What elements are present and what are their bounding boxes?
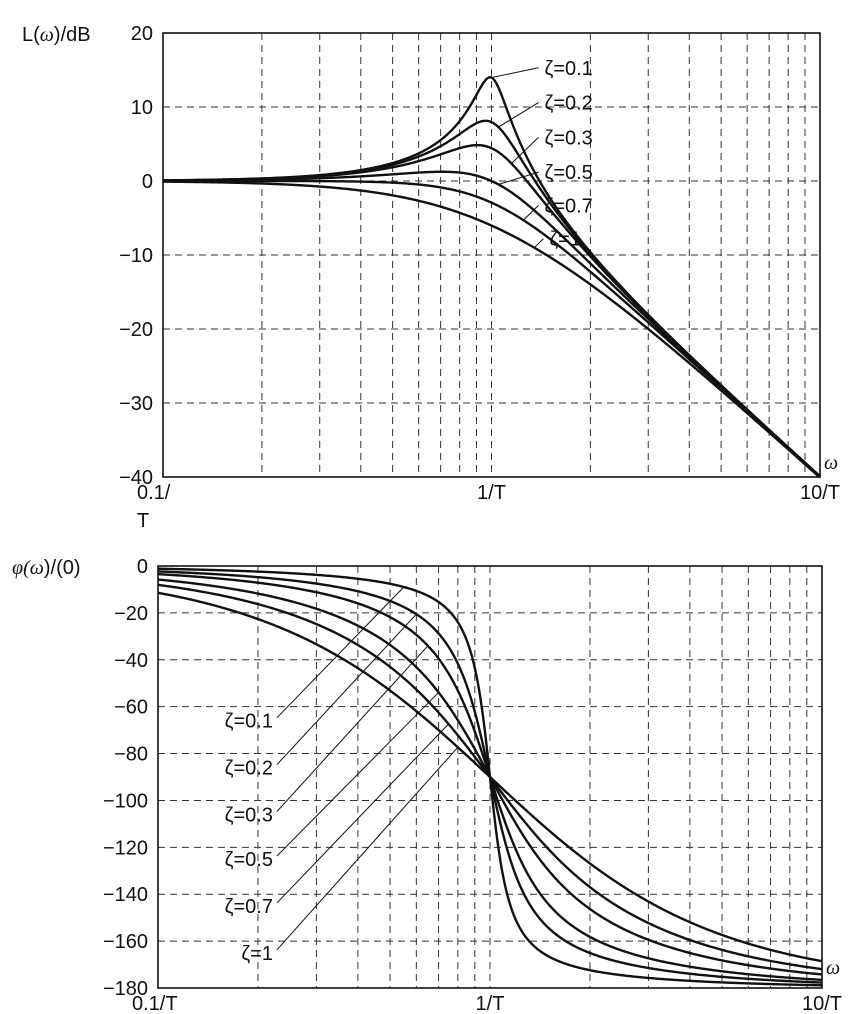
annotation-leader-line (276, 613, 417, 765)
annotation-leader-line (276, 746, 459, 951)
x-tick-labels: 0.1/T 1/T 10/T (137, 482, 840, 532)
y-tick-label: −100 (103, 790, 148, 812)
y-axis-label-part: )/dB (54, 24, 91, 46)
plot-frame (157, 565, 823, 989)
x-tick-labels: 0.1/T 1/T 10/T (132, 993, 842, 1014)
x-axis-label: ω (826, 957, 840, 979)
annotation-leader-line (276, 586, 405, 719)
annotation-label: ζ=0.5 (545, 162, 593, 184)
annotation-label: ζ=1 (549, 229, 581, 251)
annotation-leader-line (522, 205, 539, 221)
series-line-zeta-0-7 (163, 179, 821, 478)
annotation-leader-line (276, 692, 439, 857)
x-tick-label: 10/T (800, 482, 840, 504)
x-tick-label: T (137, 510, 149, 532)
series-annotations: ζ=0.1 ζ=0.2 ζ=0.3 ζ=0.5 ζ=0.7 ζ=1 (491, 58, 593, 251)
plot-frame (162, 32, 821, 478)
annotation-leader-line (276, 723, 449, 904)
y-tick-label: 20 (131, 23, 153, 45)
annotation-leader-line (533, 238, 544, 249)
y-axis-label: L(ω)/dB (22, 24, 91, 46)
annotation-label: ζ=0.1 (225, 711, 273, 733)
y-axis-label-part: ω (30, 557, 44, 579)
annotation-label: ζ=0.5 (225, 849, 273, 871)
annotation-leader-line (491, 67, 539, 79)
annotation-label: ζ=0.7 (545, 195, 593, 217)
annotation-leader-line (511, 136, 539, 164)
annotation-label: ζ=0.2 (225, 758, 273, 780)
annotation-leader-line (498, 171, 539, 185)
x-tick-label: 1/T (477, 482, 506, 504)
y-tick-label: −160 (103, 931, 148, 953)
y-tick-label: −30 (119, 393, 153, 415)
y-tick-label: −10 (119, 245, 153, 267)
series-line-zeta-1 (162, 180, 821, 479)
x-tick-label: 10/T (802, 993, 842, 1014)
y-axis-label: φ(ω)/(0) (12, 557, 81, 579)
y-tick-labels: 20 10 0 −10 −20 −30 −40 (119, 23, 153, 489)
y-tick-label: −60 (114, 697, 148, 719)
y-tick-label: 0 (137, 556, 148, 578)
y-tick-label: −40 (114, 650, 148, 672)
y-tick-label: −20 (114, 603, 148, 625)
series-line-zeta-1 (157, 591, 823, 963)
y-axis-label-part: ω (40, 24, 54, 46)
y-tick-label: 10 (131, 97, 153, 119)
y-tick-label: 0 (142, 171, 153, 193)
annotation-label: ζ=0.3 (225, 804, 273, 826)
x-tick-label: 1/T (476, 993, 505, 1014)
y-axis-label-part: φ( (12, 557, 31, 579)
y-tick-label: −140 (103, 884, 148, 906)
y-tick-label: −120 (103, 837, 148, 859)
annotation-leader-line (276, 645, 429, 812)
y-tick-label: −80 (114, 744, 148, 766)
series-curves (162, 76, 821, 479)
grid-lines (163, 33, 820, 477)
x-axis-label: ω (824, 452, 838, 474)
x-tick-label: 0.1/T (132, 993, 178, 1014)
grid-lines (158, 566, 822, 988)
series-annotations: ζ=0.1 ζ=0.2 ζ=0.3 ζ=0.5 ζ=0.7 ζ=1 (225, 586, 459, 965)
x-tick-label: 0.1/ (137, 482, 171, 504)
annotation-label: ζ=1 (241, 943, 273, 965)
y-tick-label: −20 (119, 319, 153, 341)
y-tick-label: −180 (103, 978, 148, 1000)
annotation-label: ζ=0.3 (545, 127, 593, 149)
annotation-label: ζ=0.7 (225, 896, 273, 918)
y-tick-labels: 0 −20 −40 −60 −80 −100 −120 −140 −160 −180 (103, 556, 148, 1000)
y-axis-label-part: )/(0) (44, 557, 81, 579)
y-tick-label: −40 (119, 467, 153, 489)
series-curves (157, 567, 823, 987)
annotation-label: ζ=0.2 (545, 93, 593, 115)
annotation-leader-line (498, 102, 539, 128)
annotation-label: ζ=0.1 (545, 58, 593, 80)
y-axis-label-part: L( (22, 24, 40, 46)
